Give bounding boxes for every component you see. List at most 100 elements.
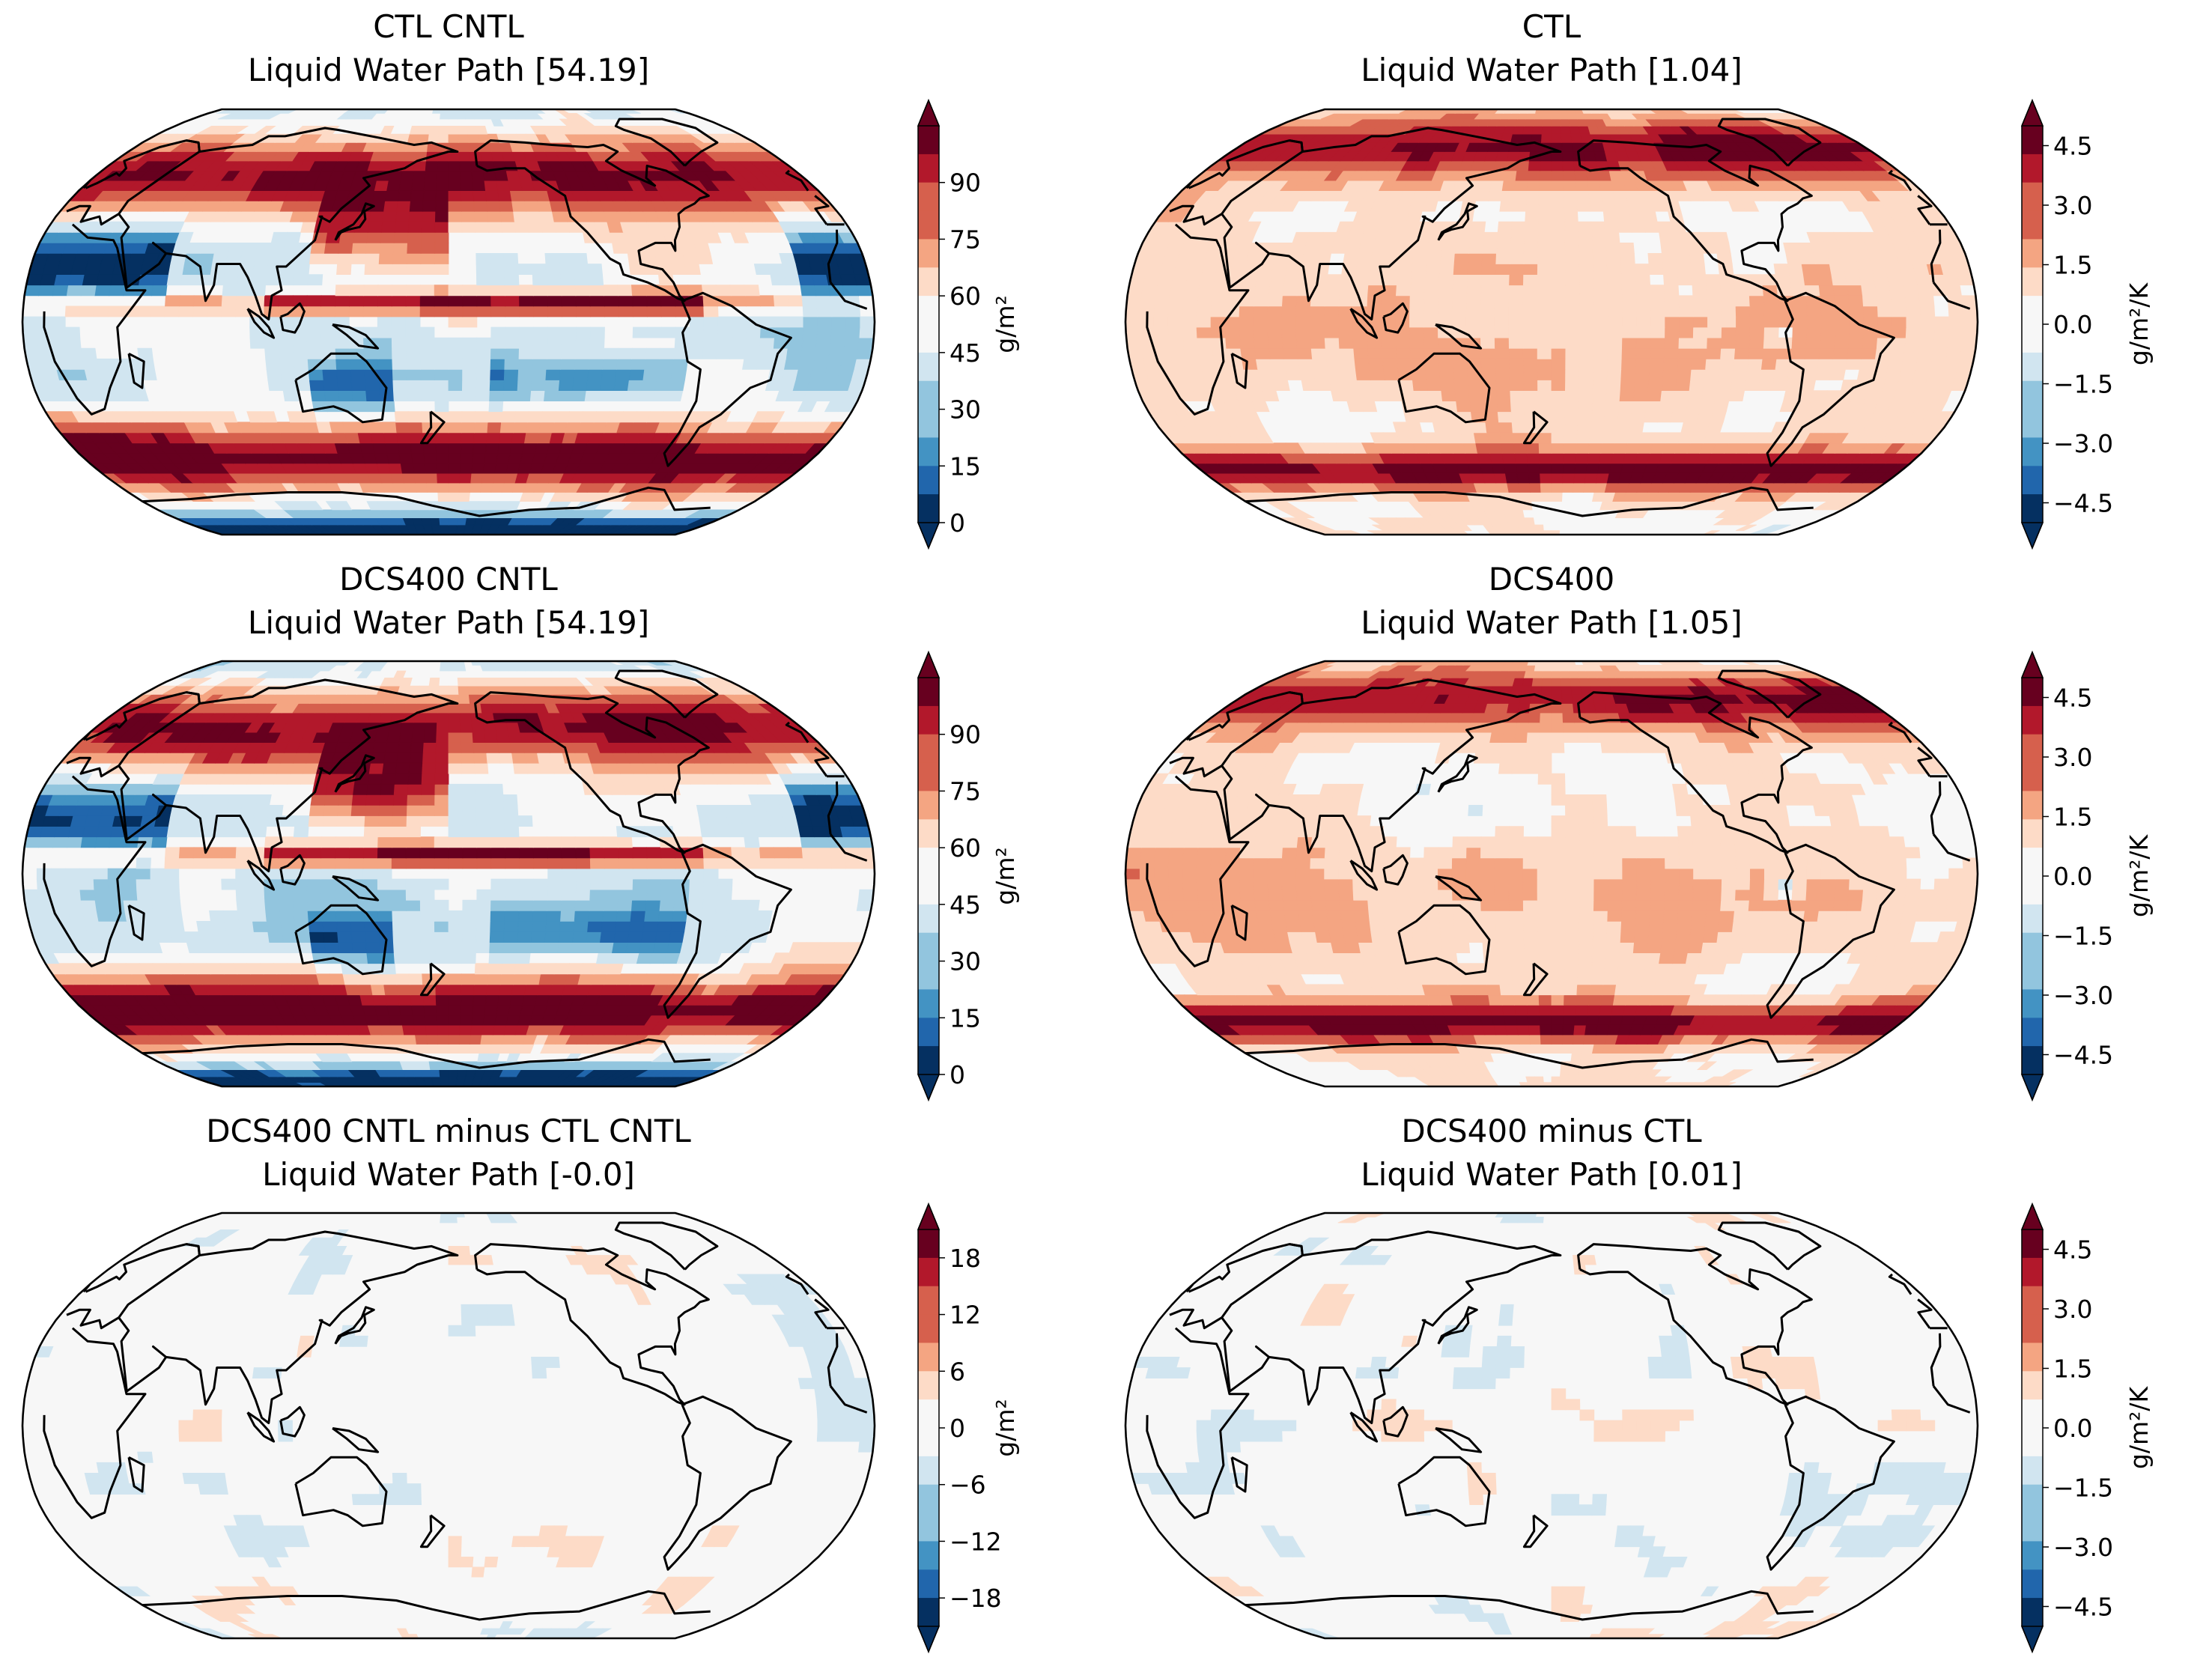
field-cell (1286, 253, 1304, 264)
field-cell (473, 190, 487, 201)
field-cell (1515, 170, 1529, 181)
field-cell (499, 200, 514, 212)
field-cell (639, 390, 656, 401)
field-cell (1438, 285, 1453, 297)
field-cell (717, 326, 733, 338)
field-cell (1469, 231, 1485, 243)
field-cell (420, 243, 436, 254)
field-cell (1565, 285, 1581, 297)
field-cell (573, 369, 589, 380)
field-cell (380, 231, 395, 243)
field-cell (1339, 347, 1355, 359)
field-cell (1659, 231, 1675, 243)
field-cell (456, 1069, 467, 1077)
field-cell (1659, 401, 1675, 413)
field-cell (1426, 390, 1443, 401)
field-cell (1629, 210, 1644, 222)
field-cell (1906, 316, 1921, 328)
field-cell (460, 180, 474, 191)
field-cell (310, 390, 326, 401)
field-cell (400, 463, 415, 474)
field-cell (1650, 316, 1665, 328)
field-cell (632, 295, 648, 307)
field-cell (1891, 326, 1907, 338)
field-cell (1540, 482, 1552, 493)
field-cell (241, 243, 258, 254)
field-cell (1593, 326, 1609, 338)
field-cell (1832, 285, 1849, 297)
field-cell (458, 1044, 470, 1054)
field-cell (1426, 243, 1443, 254)
field-cell (1650, 285, 1665, 297)
field-cell (1451, 316, 1467, 328)
field-cell (1480, 305, 1495, 317)
field-cell (1528, 472, 1541, 484)
field-cell (1576, 443, 1590, 454)
field-cell (306, 295, 322, 307)
field-cell (814, 347, 831, 359)
field-cell (1273, 380, 1290, 391)
field-cell (1325, 274, 1343, 286)
field-cell (1530, 492, 1542, 502)
field-cell (386, 180, 401, 191)
field-cell (405, 285, 421, 297)
field-cell (800, 347, 817, 359)
field-cell (430, 517, 441, 526)
field-cell (1173, 369, 1191, 380)
panel-title-line1: DCS400 CNTL (339, 561, 558, 598)
colorbar-segment (2022, 352, 2043, 382)
field-cell (1597, 170, 1612, 181)
field-cell (419, 285, 435, 297)
field-cell (1665, 200, 1682, 212)
field-cell (1660, 243, 1677, 254)
field-cell (1712, 231, 1730, 243)
field-cell (1473, 432, 1489, 444)
field-cell (784, 274, 801, 286)
field-cell (391, 316, 407, 328)
field-cell (1551, 151, 1564, 162)
field-cell (1634, 380, 1650, 391)
field-cell (1509, 264, 1525, 275)
field-cell (830, 326, 847, 338)
field-cell (224, 264, 241, 275)
field-cell (421, 231, 436, 243)
field-cell (166, 274, 183, 286)
field-cell (1268, 347, 1285, 359)
field-cell (1847, 347, 1863, 359)
field-cell (1583, 482, 1596, 493)
field-cell (496, 453, 511, 464)
field-cell (437, 133, 449, 143)
field-cell (1689, 380, 1705, 391)
field-cell (1531, 126, 1543, 135)
field-cell (1934, 316, 1950, 328)
field-cell (338, 231, 355, 243)
field-cell (1835, 316, 1850, 328)
field-cell (1861, 285, 1877, 297)
field-cell (503, 264, 519, 275)
field-cell (1587, 180, 1602, 191)
field-cell (409, 126, 422, 135)
field-cell (480, 1034, 493, 1045)
field-cell (1792, 326, 1808, 338)
field-cell (342, 422, 359, 434)
field-cell (1452, 295, 1468, 307)
field-cell (437, 482, 449, 493)
field-cell (255, 243, 272, 254)
field-cell (1551, 337, 1567, 349)
field-cell (1527, 463, 1541, 474)
field-cell (1707, 305, 1722, 317)
field-cell (350, 380, 366, 391)
field-cell (1662, 264, 1678, 275)
field-cell (1125, 337, 1142, 349)
field-cell (1904, 295, 1921, 307)
field-cell (419, 126, 431, 135)
field-cell (1551, 133, 1563, 143)
field-cell (1773, 369, 1790, 380)
field-cell (1763, 337, 1779, 349)
field-cell (490, 305, 506, 317)
field-cell (729, 285, 746, 297)
field-cell (1453, 369, 1469, 380)
field-cell (362, 453, 377, 464)
field-cell (448, 210, 463, 222)
field-cell (1947, 337, 1963, 349)
